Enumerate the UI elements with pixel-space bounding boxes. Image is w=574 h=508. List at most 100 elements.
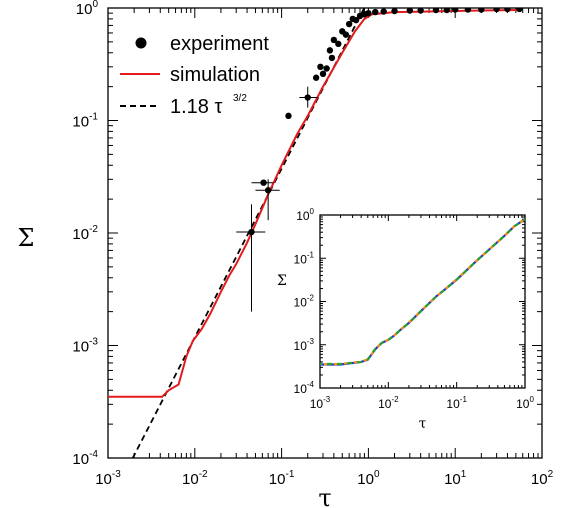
experiment-point (248, 228, 255, 236)
main-y-tick-label: 10-4 (72, 449, 98, 468)
inset-y-tick-label: 10-1 (294, 250, 315, 266)
experiment-point (417, 8, 424, 14)
main-y-axis-label: Σ (18, 224, 35, 252)
experiment-point (516, 8, 523, 13)
inset-y-tick-base: 10 (294, 339, 308, 353)
legend-fit-exponent: 3/2 (233, 93, 247, 104)
inset-series-group (320, 218, 525, 366)
inset-x-tick-label: 10-3 (310, 395, 331, 411)
legend-experiment-label: experiment (170, 33, 269, 55)
inset-y-tick-label: 10-3 (294, 337, 315, 353)
main-x-tick-base: 10 (269, 471, 286, 488)
inset-y-tick-exp: -1 (307, 250, 315, 259)
inset-y-tick-exp: -2 (307, 294, 315, 303)
main-x-tick-exp: 0 (374, 469, 380, 480)
main-x-tick-label: 10-1 (269, 469, 295, 488)
inset-y-tick-label: 10-2 (294, 294, 315, 310)
inset-x-tick-exp: -3 (323, 395, 331, 404)
simulation-line (108, 8, 520, 398)
experiment-point (443, 8, 450, 14)
experiment-point (323, 65, 330, 72)
legend: experiment simulation 1.18 τ 3/2 (120, 33, 269, 118)
legend-experiment-marker (135, 37, 147, 49)
inset-y-tick-label: 100 (296, 207, 314, 223)
experiment-point (312, 74, 320, 81)
inset-x-tick-base: 10 (516, 397, 530, 411)
experiment-point (260, 179, 267, 186)
main-y-tick-exp: -1 (89, 112, 98, 123)
main-x-tick-base: 10 (95, 471, 112, 488)
main-x-axis-label: τ (318, 484, 331, 508)
main-x-tick-exp: -2 (199, 469, 208, 480)
main-y-tick-exp: -3 (89, 337, 98, 348)
experiment-point (328, 54, 336, 62)
inset-x-tick-exp: 0 (529, 395, 534, 404)
main-y-tick-base: 10 (72, 114, 89, 131)
experiment-point (285, 112, 292, 120)
main-x-tick-label: 102 (531, 469, 554, 488)
experiment-point (365, 9, 372, 17)
inset-x-tick-exp: -2 (391, 395, 399, 404)
experiment-point (452, 8, 459, 13)
main-x-tick-label: 10-3 (95, 469, 121, 488)
inset-y-tick-base: 10 (294, 252, 308, 266)
main-x-tick-base: 10 (444, 471, 461, 488)
experiment-point (372, 8, 379, 16)
main-y-tick-exp: -4 (89, 449, 98, 460)
main-x-tick-exp: 1 (461, 469, 467, 480)
experiment-point (264, 187, 272, 194)
inset-frame (319, 214, 526, 389)
experiment-point (330, 36, 338, 44)
main-x-tick-base: 10 (531, 471, 548, 488)
main-y-tick-label: 100 (76, 0, 99, 18)
main-x-tick-label: 10-2 (182, 469, 208, 488)
experiment-point (335, 40, 342, 48)
legend-simulation-label: simulation (170, 64, 260, 86)
main-y-tick-base: 10 (72, 451, 89, 468)
inset-y-axis-label: Σ (277, 273, 287, 289)
main-x-tick-label: 101 (444, 469, 467, 488)
main-x-tick-label: 100 (357, 469, 380, 488)
main-x-tick-exp: -1 (285, 469, 294, 480)
inset-x-tick-base: 10 (378, 397, 392, 411)
main-y-tick-exp: 0 (92, 0, 98, 10)
experiment-point (432, 8, 440, 14)
inset-series-line (320, 218, 525, 366)
inset-y-tick-base: 10 (294, 382, 308, 396)
main-y-tick-base: 10 (72, 226, 89, 243)
experiment-point (345, 20, 353, 28)
experiment-point (478, 8, 485, 13)
inset-y-tick-exp: -4 (307, 380, 315, 389)
experiment-point (304, 94, 311, 101)
experiment-point (391, 8, 398, 15)
inset-x-tick-base: 10 (446, 397, 460, 411)
experiment-point (380, 8, 387, 15)
inset-y-tick-base: 10 (294, 296, 308, 310)
experiment-point (352, 16, 360, 24)
experiment-point (326, 47, 334, 54)
experiment-point (493, 8, 500, 13)
main-y-tick-label: 10-1 (72, 112, 98, 131)
main-series-group (108, 8, 523, 458)
experiment-point (317, 63, 324, 71)
experiment-point (342, 31, 350, 38)
experiment-point (504, 8, 511, 13)
inset-y-tick-label: 10-4 (294, 380, 315, 396)
main-x-tick-exp: 2 (548, 469, 554, 480)
inset-x-axis-label: τ (419, 416, 427, 432)
main-y-tick-label: 10-2 (72, 224, 98, 243)
inset-y-tick-base: 10 (296, 209, 310, 223)
main-y-tick-label: 10-3 (72, 337, 98, 356)
main-x-tick-base: 10 (182, 471, 199, 488)
inset-y-tick-exp: 0 (310, 207, 315, 216)
main-y-tick-exp: -2 (89, 224, 98, 235)
inset-x-tick-label: 10-1 (446, 395, 467, 411)
inset-x-tick-exp: -1 (460, 395, 468, 404)
experiment-point (464, 8, 472, 13)
experiment-point (319, 70, 327, 78)
inset-series-line (320, 218, 525, 366)
inset-x-tick-base: 10 (310, 397, 324, 411)
main-x-tick-base: 10 (357, 471, 374, 488)
